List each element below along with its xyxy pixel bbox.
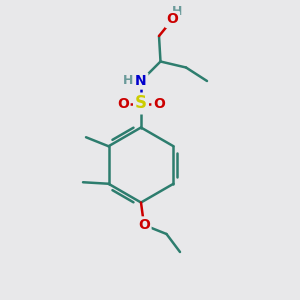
Text: O: O [153, 97, 165, 110]
Text: H: H [172, 5, 182, 19]
Text: O: O [138, 218, 150, 232]
Text: S: S [135, 94, 147, 112]
Text: N: N [135, 74, 147, 88]
Text: O: O [167, 13, 178, 26]
Text: H: H [123, 74, 134, 88]
Text: O: O [117, 97, 129, 110]
